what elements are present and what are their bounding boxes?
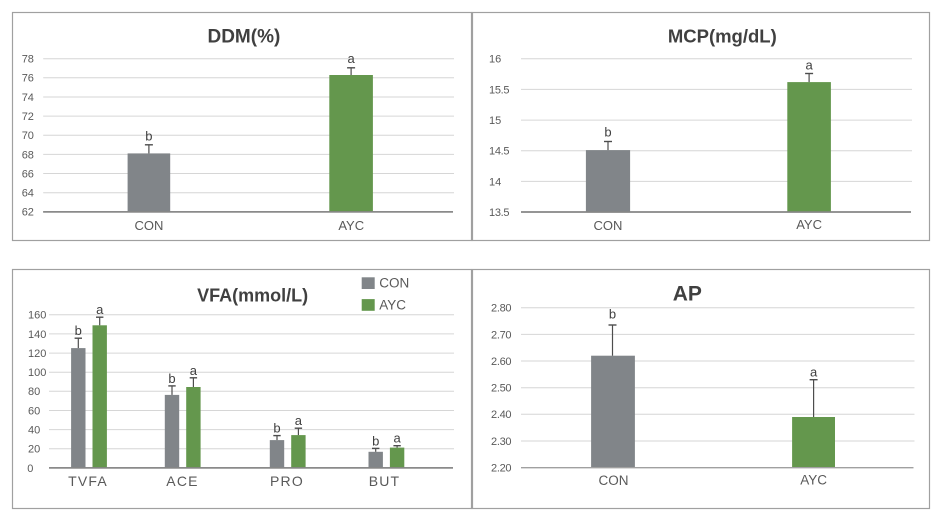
svg-text:2.70: 2.70 bbox=[491, 329, 511, 341]
svg-text:AYC: AYC bbox=[796, 217, 822, 232]
svg-text:a: a bbox=[96, 302, 104, 317]
svg-text:DDM(%): DDM(%) bbox=[207, 27, 280, 48]
svg-text:14.5: 14.5 bbox=[489, 146, 509, 158]
svg-text:20: 20 bbox=[28, 444, 40, 456]
svg-text:15: 15 bbox=[489, 115, 501, 127]
svg-text:CON: CON bbox=[594, 218, 623, 233]
svg-text:78: 78 bbox=[22, 54, 34, 66]
svg-text:b: b bbox=[372, 433, 379, 448]
svg-text:AYC: AYC bbox=[800, 473, 827, 488]
svg-text:CON: CON bbox=[379, 276, 409, 291]
svg-text:b: b bbox=[609, 307, 616, 322]
svg-text:2.50: 2.50 bbox=[491, 383, 511, 395]
svg-text:2.60: 2.60 bbox=[491, 356, 511, 368]
svg-text:100: 100 bbox=[28, 367, 46, 379]
svg-text:13.5: 13.5 bbox=[489, 207, 509, 219]
svg-text:b: b bbox=[604, 125, 611, 140]
svg-text:62: 62 bbox=[22, 207, 34, 219]
svg-text:AP: AP bbox=[673, 283, 702, 306]
svg-text:70: 70 bbox=[22, 130, 34, 142]
svg-text:64: 64 bbox=[22, 188, 34, 200]
svg-text:CON: CON bbox=[599, 473, 629, 488]
svg-text:b: b bbox=[145, 129, 152, 144]
svg-text:16: 16 bbox=[489, 54, 501, 66]
svg-text:b: b bbox=[273, 421, 280, 436]
svg-text:CON: CON bbox=[134, 218, 163, 233]
svg-text:PRO: PRO bbox=[270, 473, 304, 489]
svg-text:40: 40 bbox=[28, 425, 40, 437]
svg-text:66: 66 bbox=[22, 168, 34, 180]
svg-text:TVFA: TVFA bbox=[68, 473, 108, 489]
svg-text:2.30: 2.30 bbox=[491, 436, 511, 448]
svg-text:68: 68 bbox=[22, 149, 34, 161]
svg-text:MCP(mg/dL): MCP(mg/dL) bbox=[668, 26, 777, 47]
svg-text:60: 60 bbox=[28, 405, 40, 417]
svg-text:b: b bbox=[168, 371, 175, 386]
svg-text:160: 160 bbox=[28, 310, 46, 322]
svg-text:15.5: 15.5 bbox=[489, 84, 509, 96]
svg-text:BUT: BUT bbox=[369, 473, 401, 489]
svg-text:ACE: ACE bbox=[166, 473, 198, 489]
svg-text:140: 140 bbox=[28, 329, 46, 341]
svg-text:AYC: AYC bbox=[338, 218, 364, 233]
svg-text:a: a bbox=[393, 431, 401, 446]
svg-text:2.40: 2.40 bbox=[491, 409, 511, 421]
svg-text:AYC: AYC bbox=[379, 297, 406, 312]
svg-text:72: 72 bbox=[22, 111, 34, 123]
svg-text:14: 14 bbox=[489, 176, 501, 188]
svg-text:120: 120 bbox=[28, 348, 46, 360]
svg-text:a: a bbox=[810, 364, 818, 379]
svg-text:2.80: 2.80 bbox=[491, 303, 511, 315]
svg-text:80: 80 bbox=[28, 386, 40, 398]
svg-text:b: b bbox=[75, 323, 82, 338]
svg-text:a: a bbox=[295, 413, 303, 428]
svg-text:76: 76 bbox=[22, 73, 34, 85]
svg-text:2.20: 2.20 bbox=[491, 463, 511, 475]
svg-text:a: a bbox=[190, 363, 198, 378]
svg-text:a: a bbox=[805, 57, 813, 72]
svg-text:VFA(mmol/L): VFA(mmol/L) bbox=[197, 285, 308, 305]
svg-text:0: 0 bbox=[27, 463, 33, 475]
svg-text:74: 74 bbox=[22, 92, 34, 104]
svg-text:a: a bbox=[347, 51, 355, 66]
